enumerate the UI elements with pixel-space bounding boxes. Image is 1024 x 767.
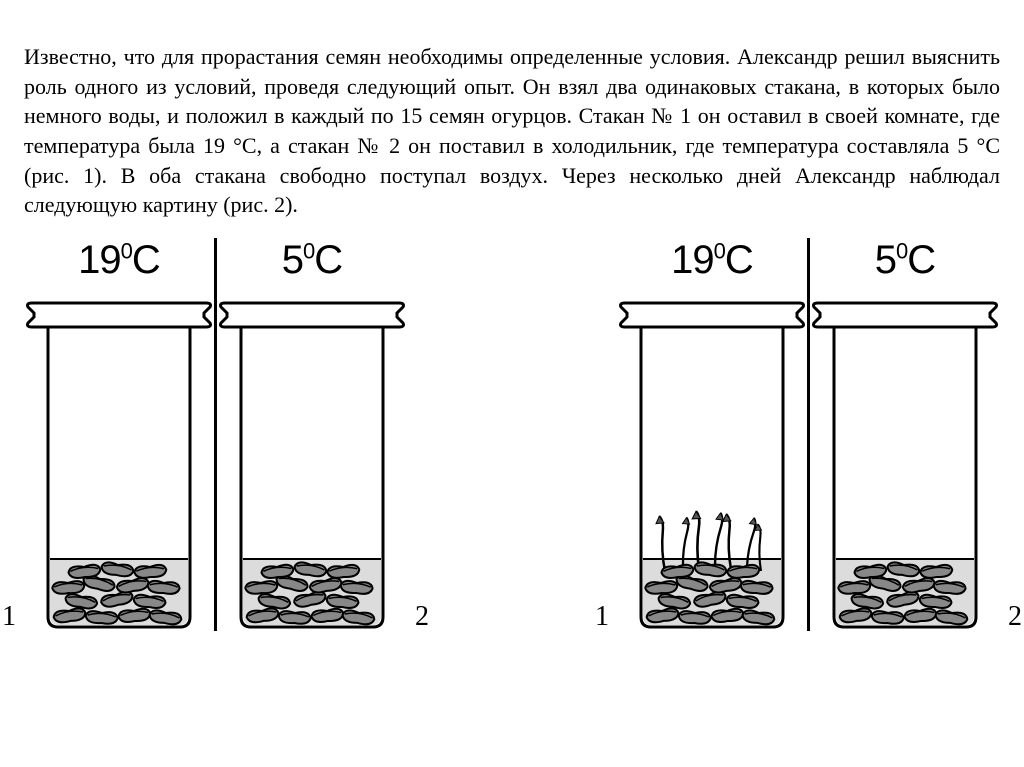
temp-value: 19 [78,238,121,282]
temp-unit: C [725,238,753,282]
beaker-number: 2 [1008,601,1022,633]
temp-label: 50C [875,238,935,283]
temp-label: 190C [78,238,160,283]
degree-icon: 0 [714,239,725,264]
beaker-svg [810,301,1000,631]
figure-pair-2: 190C 1 50C 2 [617,238,1000,631]
beaker-number: 2 [415,601,429,633]
beaker-svg [617,301,807,631]
temp-unit: C [314,238,342,282]
temp-unit: C [132,238,160,282]
experiment-description: Известно, что для прорастания семян необ… [24,42,1000,220]
temp-unit: C [907,238,935,282]
beaker-1-2: 50C 2 [217,238,407,631]
figure-row: 190C 1 50C 2 190C [24,238,1000,631]
beaker-svg [24,301,214,631]
temp-value: 19 [671,238,714,282]
figure-pair-1: 190C 1 50C 2 [24,238,407,631]
beaker-svg [217,301,407,631]
degree-icon: 0 [896,239,907,264]
temp-label: 50C [282,238,342,283]
beaker-2-2: 50C 2 [810,238,1000,631]
beaker-1-1: 190C 1 [24,238,214,631]
degree-icon: 0 [121,239,132,264]
beaker-number: 1 [2,601,16,633]
temp-label: 190C [671,238,753,283]
beaker-2-1: 190C 1 [617,238,807,631]
temp-value: 5 [282,238,303,282]
beaker-number: 1 [595,601,609,633]
degree-icon: 0 [303,239,314,264]
temp-value: 5 [875,238,896,282]
